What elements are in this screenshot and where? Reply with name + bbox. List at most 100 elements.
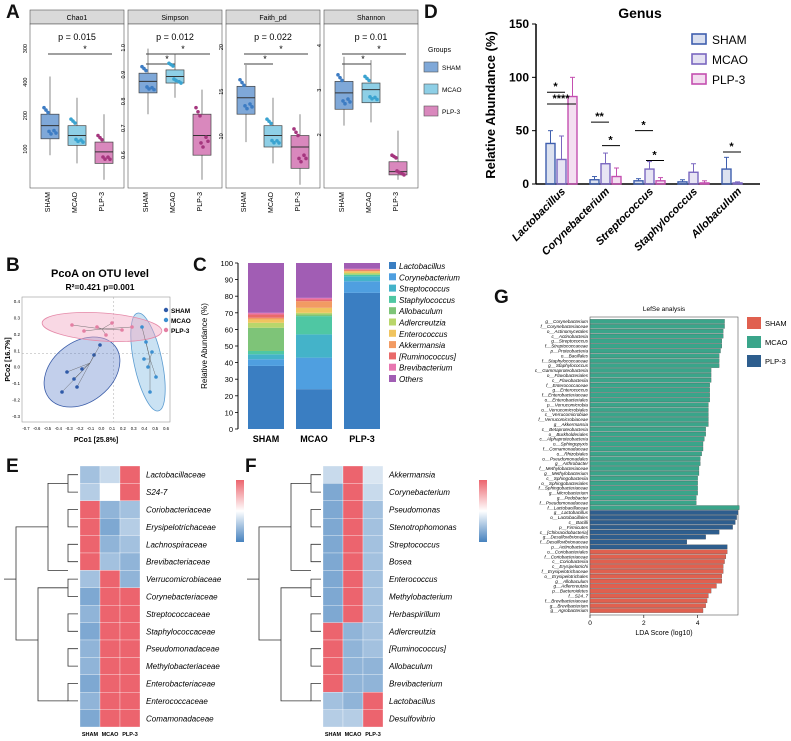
row-label: Comamonadaceae <box>146 714 214 723</box>
panel-label-a: A <box>6 2 20 23</box>
x-tick: MCAO <box>170 191 177 213</box>
lda-bar <box>589 446 704 452</box>
x-tick: 4 <box>696 620 700 627</box>
data-point <box>81 140 85 144</box>
heatmap-cell <box>119 674 141 693</box>
heatmap-cell <box>322 639 344 658</box>
dendrogram-branch <box>290 483 311 571</box>
panel-label-f: F <box>245 456 257 477</box>
y-tick: 0.0 <box>14 365 21 370</box>
sample-point <box>95 325 99 329</box>
data-point <box>269 121 273 126</box>
lda-bar <box>589 603 706 608</box>
legend-label: Staphylococcus <box>399 296 455 305</box>
taxon-label: p__Firmicutes <box>558 525 589 530</box>
row-label: Staphylococcaceae <box>146 627 216 636</box>
row-label: Bosea <box>389 558 412 567</box>
stack-segment-streptococcus <box>296 334 332 358</box>
dendrogram-branch <box>310 474 321 493</box>
heatmap-cell <box>99 587 121 606</box>
row-label: Enterococcaceae <box>146 697 208 706</box>
lda-bar <box>589 377 712 383</box>
lda-bar <box>589 505 740 510</box>
heatmap-cell <box>79 552 101 571</box>
heatmap-cell <box>342 674 364 693</box>
y-tick: 0.1 <box>14 348 21 353</box>
heatmap-cell <box>119 692 141 710</box>
heatmap-cell <box>119 709 141 728</box>
taxon-label: f__Coriobacteriaceae <box>544 554 588 559</box>
heatmap-cell <box>99 535 121 554</box>
heatmap-cell <box>99 518 121 536</box>
heatmap-cell <box>79 535 101 554</box>
y-tick: 200 <box>23 111 29 120</box>
bar-plp-3 <box>567 95 578 185</box>
x-tick: -0.7 <box>22 426 30 431</box>
heatmap-cell <box>322 605 344 623</box>
y-tick: 0.2 <box>14 332 21 337</box>
data-point <box>152 87 156 92</box>
data-point <box>243 104 247 108</box>
row-label: Adlercreutzia <box>388 627 436 636</box>
heatmap-cell <box>322 587 344 606</box>
sig-label: **** <box>552 93 570 105</box>
lda-bar <box>589 319 725 324</box>
facet-title: Shannon <box>357 15 385 22</box>
data-point <box>238 77 242 82</box>
spider-line <box>101 328 123 331</box>
legend-swatch <box>423 83 439 95</box>
y-tick: 100 <box>23 145 29 154</box>
bar-sham <box>721 168 732 185</box>
data-point <box>194 105 198 110</box>
heatmap-cell <box>362 709 384 728</box>
lda-bar <box>589 598 708 604</box>
chart-title: LefSe analysis <box>643 306 686 313</box>
sig-label: * <box>165 54 169 64</box>
sample-point <box>110 321 114 325</box>
heatmap-cell <box>342 657 364 675</box>
bar-mcao <box>600 163 611 185</box>
lda-bar <box>589 397 710 403</box>
lda-bar <box>589 593 709 599</box>
panel-label-c: C <box>193 255 207 276</box>
x-tick: SHAM <box>339 192 346 212</box>
heatmap-cell <box>119 639 141 658</box>
legend-dot <box>163 317 169 323</box>
x-tick: PLP-3 <box>295 192 302 212</box>
stack-segment-adlercreutzia <box>248 322 284 328</box>
sig-label: * <box>729 141 734 153</box>
stack-segment-enterococcus <box>248 319 284 323</box>
sig-label: * <box>361 54 365 64</box>
taxon-label: g__Brevibacterium <box>550 603 588 608</box>
heatmap-cell <box>342 500 364 519</box>
sample-point <box>144 340 148 344</box>
spider-line <box>149 358 157 378</box>
row-label: Stenotrophomonas <box>389 523 457 532</box>
x-tick: MCAO <box>300 434 328 444</box>
x-tick: 0.5 <box>152 426 158 431</box>
legend-swatch <box>389 273 396 281</box>
taxon-label: f__Enterococcaceae <box>546 383 588 388</box>
y-tick: 80 <box>225 292 233 301</box>
heatmap-cell <box>322 657 344 675</box>
row-label: Lactobacillus <box>389 697 435 706</box>
heatmap-cell <box>119 518 141 536</box>
data-point <box>367 78 371 83</box>
y-tick: 50 <box>516 124 530 138</box>
heatmap-cell <box>362 674 384 693</box>
dendrogram-branch <box>37 587 68 702</box>
data-point <box>42 105 46 110</box>
stack-segment-corynebacterium <box>248 359 284 366</box>
spider-line <box>83 328 103 332</box>
sample-point <box>75 385 79 389</box>
color-scale <box>479 480 487 542</box>
dendrogram-branch <box>67 613 78 632</box>
stack-segment-ruminococcus <box>344 269 380 271</box>
data-point <box>375 97 379 102</box>
heatmap-cell <box>99 570 121 588</box>
x-tick: SHAM <box>241 192 248 212</box>
data-point <box>198 114 202 118</box>
x-tick: -0.2 <box>76 426 84 431</box>
data-point <box>108 157 112 162</box>
